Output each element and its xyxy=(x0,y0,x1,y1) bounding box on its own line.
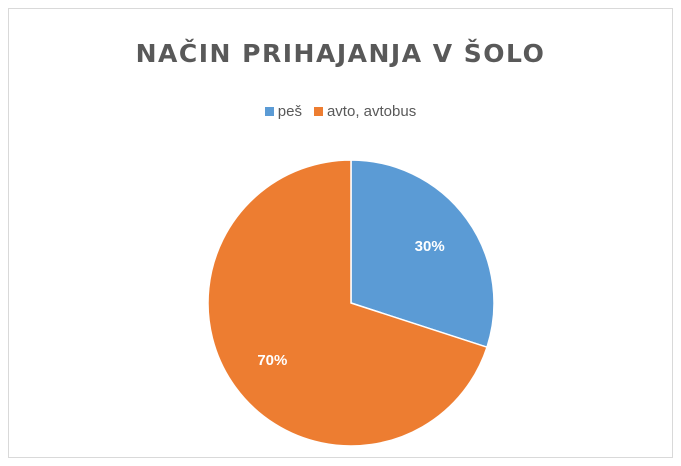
data-label-avto-avtobus: 70% xyxy=(257,352,287,369)
data-label-pe: 30% xyxy=(415,238,445,255)
legend-label-avto-avtobus: avto, avtobus xyxy=(326,103,417,120)
pie-slice-avto-avtobus xyxy=(207,159,488,447)
legend-label-pes: peš xyxy=(277,103,302,120)
legend-swatch-pes xyxy=(264,107,274,116)
chart-title: NAČIN PRIHAJANJA V ŠOLO xyxy=(135,39,546,68)
legend-item-pes: peš xyxy=(264,103,302,120)
legend: peš avto, avtobus xyxy=(9,103,672,120)
legend-swatch-avto-avtobus xyxy=(313,107,323,116)
pie-slice-pe xyxy=(350,159,495,349)
legend-item-avto-avtobus: avto, avtobus xyxy=(313,103,417,120)
